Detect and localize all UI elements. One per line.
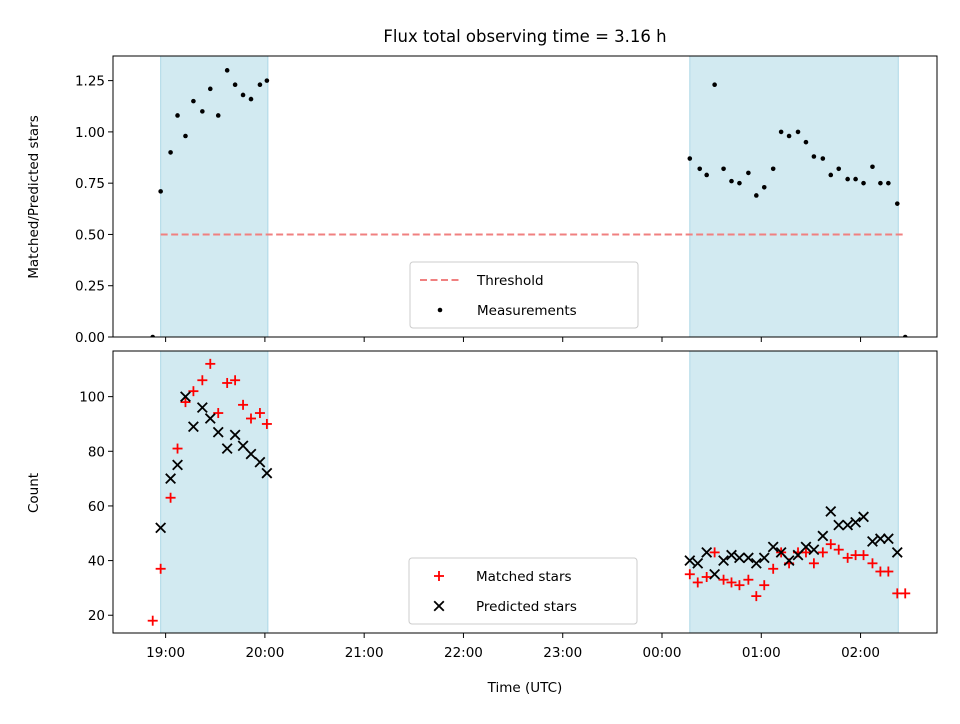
data-point-dot	[191, 99, 196, 104]
y-tick-label: 40	[88, 554, 105, 570]
data-point-dot	[265, 78, 270, 83]
data-point-dot	[796, 130, 801, 135]
x-tick-label: 02:00	[841, 645, 880, 661]
data-point-dot	[804, 140, 809, 145]
top-y-axis-label: Matched/Predicted stars	[26, 115, 42, 278]
data-point-dot	[183, 134, 188, 139]
x-axis-label: Time (UTC)	[487, 680, 563, 696]
y-tick-label: 0.25	[75, 279, 105, 295]
data-point-dot	[746, 171, 751, 176]
y-tick-label: 60	[88, 499, 105, 515]
data-point-dot	[258, 82, 263, 87]
data-point-dot	[886, 181, 891, 186]
top-shaded-region-1	[690, 56, 898, 337]
x-tick-label: 23:00	[543, 645, 582, 661]
data-point-dot	[845, 177, 850, 182]
data-point-plus	[148, 616, 158, 626]
bottom-legend: Matched stars Predicted stars	[409, 558, 637, 624]
data-point-dot	[812, 154, 817, 159]
data-point-dot	[861, 181, 866, 186]
data-point-dot	[168, 150, 173, 155]
y-tick-label: 0.75	[75, 176, 105, 192]
data-point-dot	[853, 177, 858, 182]
chart-title: Flux total observing time = 3.16 h	[383, 27, 666, 46]
data-point-dot	[200, 109, 205, 114]
data-point-dot	[241, 93, 246, 98]
data-point-dot	[787, 134, 792, 139]
data-point-dot	[225, 68, 230, 73]
data-point-dot	[779, 130, 784, 135]
x-tick-label: 22:00	[444, 645, 483, 661]
data-point-dot	[729, 179, 734, 184]
y-tick-label: 1.00	[75, 125, 105, 141]
x-tick-label: 21:00	[345, 645, 384, 661]
bottom-panel: 20 40 60 80 100 19:00 20:00 21:00 22:00 23:00 00:0…	[79, 351, 937, 661]
data-point-dot	[754, 193, 759, 198]
data-point-dot	[216, 113, 221, 118]
data-point-dot	[158, 189, 163, 194]
y-tick-label: 0.50	[75, 227, 105, 243]
y-tick-label: 1.25	[75, 74, 105, 90]
data-point-dot	[233, 82, 238, 87]
data-point-dot	[721, 167, 726, 172]
top-legend: Threshold Measurements	[410, 262, 638, 328]
data-point-dot	[249, 97, 254, 102]
data-point-dot	[697, 167, 702, 172]
data-point-dot	[836, 167, 841, 172]
x-tick-label: 20:00	[245, 645, 284, 661]
figure: Flux total observing time = 3.16 h Time …	[0, 0, 960, 720]
data-point-dot	[878, 181, 883, 186]
chart-figure: Flux total observing time = 3.16 h Time …	[0, 0, 960, 720]
data-point-dot	[821, 156, 826, 161]
legend-label: Measurements	[477, 303, 577, 319]
data-point-dot	[737, 181, 742, 186]
x-tick-label: 01:00	[742, 645, 781, 661]
data-point-dot	[712, 82, 717, 87]
legend-label: Predicted stars	[476, 599, 577, 615]
bottom-y-axis-label: Count	[26, 473, 42, 513]
y-tick-label: 20	[88, 608, 105, 624]
legend-label: Matched stars	[476, 569, 572, 585]
x-tick-label: 19:00	[146, 645, 185, 661]
data-point-dot	[762, 185, 767, 190]
bottom-shaded-region-1	[690, 351, 898, 633]
data-point-dot	[688, 156, 693, 161]
y-tick-label: 0.00	[75, 330, 105, 346]
data-point-plus	[900, 588, 910, 598]
bottom-shaded-region-0	[161, 351, 268, 633]
top-panel: 0.00 0.25 0.50 0.75 1.00 1.25 Threshold Measure…	[75, 56, 937, 346]
data-point-dot	[704, 173, 709, 178]
data-point-dot	[828, 173, 833, 178]
y-tick-label: 100	[79, 390, 105, 406]
x-tick-label: 00:00	[643, 645, 682, 661]
data-point-dot	[870, 164, 875, 169]
data-point-dot	[208, 87, 213, 92]
y-tick-label: 80	[88, 444, 105, 460]
data-point-dot	[175, 113, 180, 118]
data-point-dot	[895, 201, 900, 206]
data-point-dot	[771, 167, 776, 172]
legend-label: Threshold	[476, 273, 544, 289]
legend-marker-swatch	[438, 308, 443, 313]
